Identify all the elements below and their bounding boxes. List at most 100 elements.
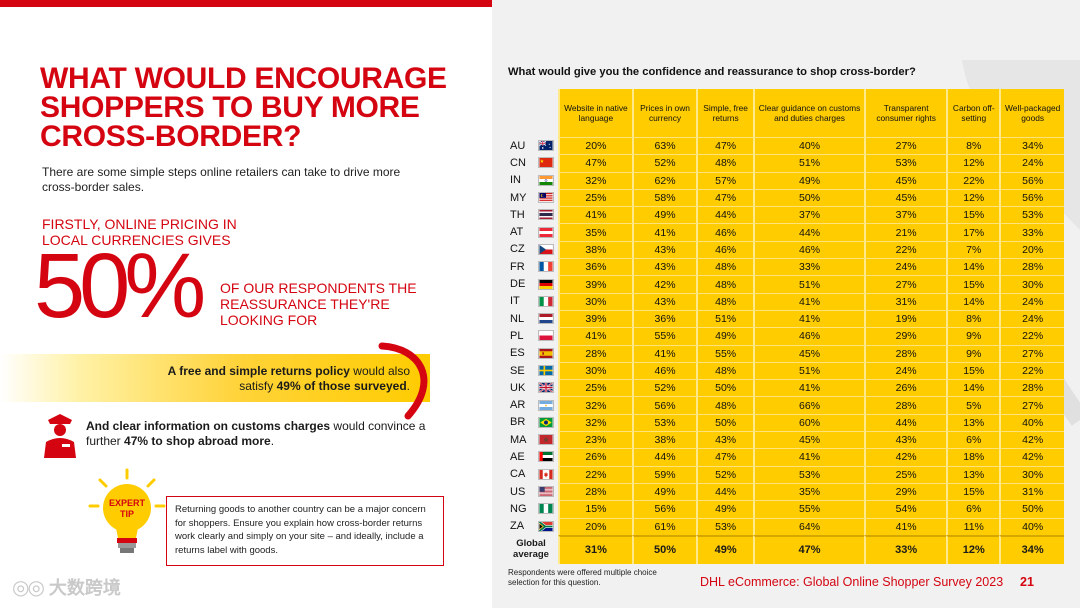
table-cell: 37% xyxy=(753,206,865,224)
table-cell: 52% xyxy=(631,154,697,172)
global-average-cell: 34% xyxy=(999,534,1064,564)
page-footer: DHL eCommerce: Global Online Shopper Sur… xyxy=(700,575,1004,589)
country-code: CN xyxy=(510,156,526,169)
table-cell: 53% xyxy=(999,206,1064,224)
table-cell: 49% xyxy=(631,206,697,224)
table-row: ZA 20% 61% 53% 64% 41% 11% 40% xyxy=(504,517,1064,535)
table-row: FR 36% 43% 48% 33% 24% 14% 28% xyxy=(504,258,1064,276)
table-cell: 24% xyxy=(999,309,1064,328)
table-cell: 38% xyxy=(631,431,697,449)
table-row: PL 41% 55% 49% 46% 29% 9% 22% xyxy=(504,327,1064,345)
table-cell: 48% xyxy=(696,258,753,276)
table-row: IN 32% 62% 57% 49% 45% 22% 56% xyxy=(504,171,1064,189)
flag-cell xyxy=(534,241,558,258)
flag-cell xyxy=(534,500,558,517)
flag-cell xyxy=(534,172,558,189)
table-cell: 41% xyxy=(753,448,865,466)
flag-cell xyxy=(534,518,558,535)
it-flag-icon xyxy=(538,295,554,307)
table-cell: 24% xyxy=(999,154,1064,172)
table-cell: 56% xyxy=(999,188,1064,207)
country-code: AE xyxy=(510,450,525,463)
table-cell: 48% xyxy=(696,396,753,414)
table-cell: 19% xyxy=(864,309,947,328)
flag-cell xyxy=(534,258,558,275)
global-average-cell: 49% xyxy=(696,534,753,564)
table-cell: 30% xyxy=(558,292,632,310)
table-row: NL 39% 36% 51% 41% 19% 8% 24% xyxy=(504,309,1064,328)
country-code: IT xyxy=(510,295,520,308)
country-code: AR xyxy=(510,399,526,412)
expert-tip-box: Returning goods to another country can b… xyxy=(166,496,444,566)
country-code: IN xyxy=(510,174,521,187)
table-row: AR 32% 56% 48% 66% 28% 5% 27% xyxy=(504,396,1064,414)
table-row: SE 30% 46% 48% 51% 24% 15% 22% xyxy=(504,361,1064,380)
table-cell: 34% xyxy=(999,137,1064,155)
table-row: CA 22% 59% 52% 53% 25% 13% 30% xyxy=(504,465,1064,483)
table-cell: 41% xyxy=(753,309,865,328)
table-cell: 38% xyxy=(558,240,632,259)
ng-flag-icon xyxy=(538,503,554,515)
table-row: TH 41% 49% 44% 37% 37% 15% 53% xyxy=(504,206,1064,224)
table-cell: 46% xyxy=(696,240,753,259)
flag-cell xyxy=(534,396,558,413)
table-footnote: Respondents were offered multiple choice… xyxy=(508,568,657,587)
country-code: AT xyxy=(510,226,524,239)
table-cell: 50% xyxy=(999,500,1064,518)
table-cell: 59% xyxy=(631,465,697,483)
table-cell: 46% xyxy=(753,240,865,259)
table-cell: 52% xyxy=(696,465,753,483)
table-cell: 35% xyxy=(753,482,865,501)
table-cell: 32% xyxy=(558,396,632,414)
table-cell: 27% xyxy=(864,137,947,155)
at-flag-icon xyxy=(538,226,554,238)
intro-paragraph: There are some simple steps online retai… xyxy=(42,165,401,194)
table-cell: 24% xyxy=(999,292,1064,310)
table-cell: 53% xyxy=(631,413,697,432)
customs-bold: And clear information on customs charges xyxy=(86,419,331,433)
table-cell: 43% xyxy=(631,258,697,276)
table-cell: 9% xyxy=(946,327,1000,345)
table-cell: 40% xyxy=(753,137,865,155)
table-cell: 45% xyxy=(753,344,865,362)
table-cell: 48% xyxy=(696,154,753,172)
table-cell: 6% xyxy=(946,431,1000,449)
table-cell: 42% xyxy=(999,448,1064,466)
za-flag-icon xyxy=(538,520,554,532)
table-cell: 25% xyxy=(558,188,632,207)
table-cell: 55% xyxy=(753,500,865,518)
flag-cell xyxy=(534,448,558,465)
country-code: SE xyxy=(510,364,525,377)
table-row: MY 25% 58% 47% 50% 45% 12% 56% xyxy=(504,188,1064,207)
table-cell: 43% xyxy=(864,431,947,449)
flag-cell xyxy=(534,414,558,431)
left-page: WHAT WOULD ENCOURAGE SHOPPERS TO BUY MOR… xyxy=(0,0,492,608)
table-cell: 41% xyxy=(631,344,697,362)
table-cell: 14% xyxy=(946,379,1000,397)
table-cell: 42% xyxy=(999,431,1064,449)
table-cell: 35% xyxy=(558,223,632,241)
returns-bold: A free and simple returns policy xyxy=(167,364,350,378)
table-row: MA 23% 38% 43% 45% 43% 6% 42% xyxy=(504,431,1064,449)
table-cell: 36% xyxy=(631,309,697,328)
flag-cell xyxy=(534,431,558,448)
table-cell: 46% xyxy=(696,223,753,241)
table-row: BR 32% 53% 50% 60% 44% 13% 40% xyxy=(504,413,1064,432)
table-cell: 22% xyxy=(558,465,632,483)
country-code: UK xyxy=(510,381,526,394)
table-cell: 21% xyxy=(864,223,947,241)
watermark-text: 大数跨境 xyxy=(48,578,121,598)
table-header-row: Website in native language Prices in own… xyxy=(504,89,1064,137)
table-row: AU 20% 63% 47% 40% 27% 8% 34% xyxy=(504,137,1064,155)
table-cell: 52% xyxy=(631,379,697,397)
table-cell: 22% xyxy=(946,171,1000,189)
table-cell: 51% xyxy=(696,309,753,328)
country-code: NG xyxy=(510,502,527,515)
table-cell: 48% xyxy=(696,275,753,293)
flag-cell xyxy=(534,223,558,240)
watermark: ◎◎ 大数跨境 xyxy=(12,574,121,600)
header-corner xyxy=(504,89,534,137)
table-cell: 24% xyxy=(864,258,947,276)
table-cell: 11% xyxy=(946,517,1000,535)
table-cell: 57% xyxy=(696,171,753,189)
